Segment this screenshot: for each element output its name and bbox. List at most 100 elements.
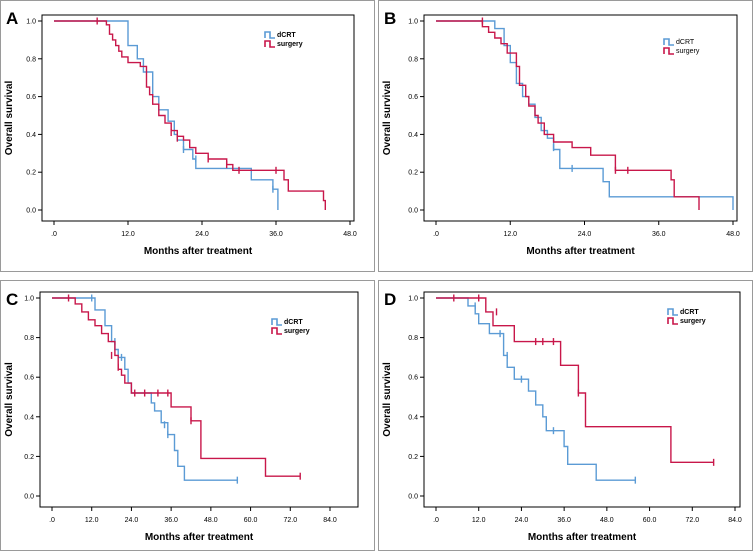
x-tick-label: 60.0 xyxy=(244,517,258,524)
km-curve-dcrt xyxy=(436,20,734,210)
y-tick-label: 0.2 xyxy=(26,170,36,177)
y-tick-label: 0.8 xyxy=(24,335,34,342)
km-curve-dcrt xyxy=(54,20,279,210)
x-tick-label: 36.0 xyxy=(269,231,283,238)
legend-label-dcrt: dCRT xyxy=(284,319,303,326)
panel-c: C .0 12.0 24.0 36.0 48.0 60.0 72.0 84.0 0.0 0.2 0.4… xyxy=(0,280,375,551)
panel-frame xyxy=(378,280,753,551)
y-tick-label: 0.0 xyxy=(26,208,36,215)
x-axis-title: Months after treatment xyxy=(145,532,254,543)
y-tick-label: 0.2 xyxy=(24,454,34,461)
panel-frame xyxy=(378,0,753,272)
x-tick-label: 84.0 xyxy=(323,517,337,524)
x-tick-label: 24.0 xyxy=(195,231,209,238)
y-axis-title: Overall survival xyxy=(4,362,15,437)
km-curve-surgery xyxy=(436,297,714,463)
legend-label-surgery: surgery xyxy=(680,318,706,325)
legend: dCRT surgery xyxy=(271,318,310,335)
x-tick-label: 60.0 xyxy=(643,517,657,524)
legend-label-dcrt: dCRT xyxy=(680,309,699,316)
panel-a: A .0 12.0 24.0 36.0 48.0 0.0 0.2 0.4 0.6 0.8 1.0 Mon… xyxy=(0,0,375,272)
x-tick-label: 48.0 xyxy=(726,231,740,238)
km-curve-surgery xyxy=(54,20,326,210)
y-tick-label: 0.0 xyxy=(24,494,34,501)
x-tick-label: 24.0 xyxy=(515,517,529,524)
plot-area xyxy=(423,14,738,222)
x-tick-label: 12.0 xyxy=(121,231,135,238)
panel-d: D .0 12.0 24.0 36.0 48.0 60.0 72.0 84.0 0.0 0.2 0.4… xyxy=(378,280,753,551)
x-tick-label: 36.0 xyxy=(164,517,178,524)
plot-area xyxy=(423,291,741,508)
y-tick-label: 0.4 xyxy=(26,132,36,139)
legend-label-surgery: surgery xyxy=(676,48,700,55)
y-tick-label: 1.0 xyxy=(408,296,418,303)
x-tick-label: .0 xyxy=(433,517,439,524)
y-tick-label: 1.0 xyxy=(26,19,36,26)
y-tick-label: 1.0 xyxy=(408,19,418,26)
x-tick-label: 24.0 xyxy=(125,517,139,524)
legend-label-surgery: surgery xyxy=(284,328,310,335)
x-tick-label: 48.0 xyxy=(204,517,218,524)
plot-area xyxy=(39,291,359,508)
legend: dCRT surgery xyxy=(663,38,700,55)
x-tick-label: 24.0 xyxy=(578,231,592,238)
panel-frame xyxy=(0,0,375,272)
panel-label: C xyxy=(6,290,18,309)
y-tick-label: 0.6 xyxy=(26,94,36,101)
legend-swatch-surgery xyxy=(271,327,282,335)
y-tick-label: 0.4 xyxy=(408,132,418,139)
x-tick-label: 12.0 xyxy=(503,231,517,238)
panel-frame xyxy=(0,280,375,551)
legend-label-surgery: surgery xyxy=(277,41,303,48)
y-tick-label: 0.0 xyxy=(408,208,418,215)
y-tick-label: 0.0 xyxy=(408,494,418,501)
panel-label: D xyxy=(384,290,396,309)
x-tick-label: 72.0 xyxy=(685,517,699,524)
panel-label: B xyxy=(384,9,396,28)
y-tick-label: 0.8 xyxy=(26,56,36,63)
y-tick-label: 0.2 xyxy=(408,170,418,177)
y-axis-title: Overall survival xyxy=(4,81,15,156)
x-tick-label: 36.0 xyxy=(652,231,666,238)
x-tick-label: .0 xyxy=(49,517,55,524)
x-axis-title: Months after treatment xyxy=(528,532,637,543)
legend-label-dcrt: dCRT xyxy=(277,32,296,39)
legend: dCRT surgery xyxy=(264,31,303,48)
x-tick-label: 12.0 xyxy=(472,517,486,524)
y-tick-label: 0.2 xyxy=(408,454,418,461)
y-tick-label: 0.6 xyxy=(408,375,418,382)
x-tick-label: .0 xyxy=(433,231,439,238)
x-tick-label: 72.0 xyxy=(283,517,297,524)
x-tick-label: 12.0 xyxy=(85,517,99,524)
x-tick-label: 36.0 xyxy=(557,517,571,524)
panel-label: A xyxy=(6,9,18,28)
x-tick-label: 48.0 xyxy=(600,517,614,524)
x-tick-label: 48.0 xyxy=(343,231,357,238)
x-axis-title: Months after treatment xyxy=(144,246,253,257)
y-tick-label: 0.6 xyxy=(408,94,418,101)
panel-b: B .0 12.0 24.0 36.0 48.0 0.0 0.2 0.4 0.6 0.8 1.0 Mon… xyxy=(378,0,753,272)
legend: dCRT surgery xyxy=(667,308,706,325)
legend-swatch-surgery xyxy=(264,40,275,48)
y-tick-label: 0.8 xyxy=(408,335,418,342)
legend-swatch-surgery xyxy=(663,47,674,55)
y-axis-title: Overall survival xyxy=(382,362,393,437)
y-tick-label: 0.4 xyxy=(408,414,418,421)
legend-label-dcrt: dCRT xyxy=(676,39,695,46)
legend-swatch-dcrt xyxy=(663,38,674,46)
legend-swatch-dcrt xyxy=(667,308,678,316)
km-curve-surgery xyxy=(436,20,700,210)
y-axis-title: Overall survival xyxy=(382,81,393,156)
legend-swatch-dcrt xyxy=(271,318,282,326)
y-tick-label: 0.8 xyxy=(408,56,418,63)
legend-swatch-surgery xyxy=(667,317,678,325)
y-tick-label: 0.4 xyxy=(24,414,34,421)
plot-area xyxy=(41,14,355,222)
x-tick-label: 84.0 xyxy=(728,517,742,524)
y-tick-label: 0.6 xyxy=(24,375,34,382)
x-tick-label: .0 xyxy=(51,231,57,238)
legend-swatch-dcrt xyxy=(264,31,275,39)
y-tick-label: 1.0 xyxy=(24,296,34,303)
